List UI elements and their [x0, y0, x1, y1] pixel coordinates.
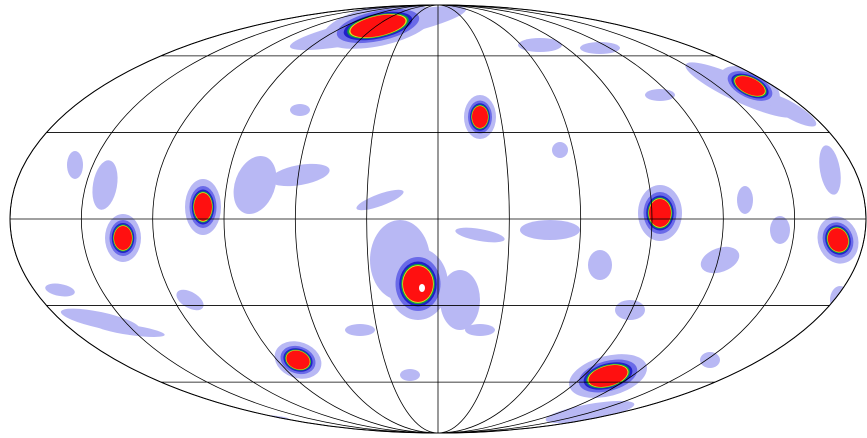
faint-contour: [545, 400, 635, 424]
intensity-contours: [45, 5, 859, 425]
faint-contour: [770, 216, 790, 244]
faint-contour: [95, 323, 165, 337]
source-contour: [350, 14, 406, 38]
faint-contour: [520, 220, 580, 240]
source-contour: [286, 350, 310, 370]
faint-contour: [45, 283, 75, 297]
faint-contour: [290, 104, 310, 116]
source-contour: [588, 365, 628, 387]
source-contour: [735, 76, 765, 96]
faint-contour: [700, 246, 740, 274]
faint-contour: [400, 369, 420, 381]
faint-contour: [615, 300, 645, 320]
faint-contour: [356, 189, 404, 211]
source-core: [419, 284, 425, 292]
faint-contour: [176, 289, 204, 311]
faint-contour: [345, 324, 375, 336]
faint-contour: [737, 186, 753, 214]
faint-contour: [160, 404, 260, 420]
map-border: [9, 4, 867, 434]
faint-contour: [588, 250, 612, 280]
faint-contour: [67, 151, 83, 179]
faint-contour: [230, 415, 290, 425]
faint-contour: [440, 270, 480, 330]
source-contour: [649, 199, 671, 227]
faint-contour: [580, 42, 620, 54]
faint-contour: [700, 352, 720, 368]
source-contour: [114, 226, 132, 250]
faint-contour: [552, 142, 568, 158]
faint-contour: [233, 155, 277, 215]
source-contour: [403, 266, 433, 302]
faint-contour: [455, 227, 505, 243]
faint-contour: [518, 38, 562, 52]
faint-contour: [819, 145, 841, 195]
faint-contour: [830, 286, 850, 314]
source-contour: [472, 106, 488, 128]
source-contour: [827, 228, 849, 252]
faint-contour: [465, 324, 495, 336]
faint-contour: [92, 160, 118, 210]
faint-contour: [270, 163, 330, 187]
source-contour: [194, 193, 212, 221]
